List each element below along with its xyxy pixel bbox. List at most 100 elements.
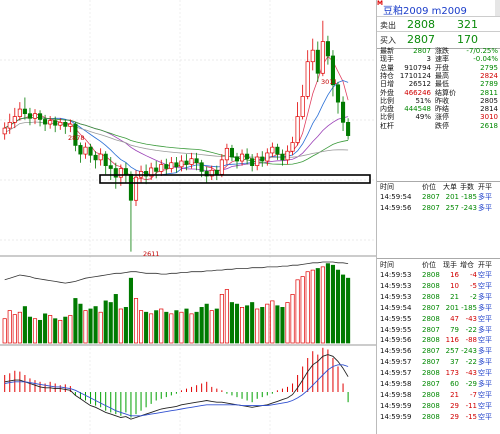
candle-body[interactable]	[32, 113, 38, 119]
candle-body[interactable]	[128, 173, 134, 201]
candle-body[interactable]	[149, 167, 154, 177]
candle-body[interactable]	[22, 108, 27, 115]
table-row[interactable]: 14:59:58 2808 21 -7 空平	[377, 391, 500, 401]
candle-body[interactable]	[199, 162, 204, 172]
candle-body[interactable]	[43, 119, 48, 125]
candle-body[interactable]	[63, 121, 68, 127]
column-header[interactable]: 手数	[460, 183, 474, 191]
table-row[interactable]: 14:59:54 2807 201 -185 多平	[377, 193, 500, 203]
candle-body[interactable]	[123, 168, 128, 175]
candle-body[interactable]	[154, 167, 159, 172]
candle-body[interactable]	[240, 153, 245, 162]
table-row[interactable]: 14:59:55 2807 79 -22 多平	[377, 326, 500, 336]
candle-body[interactable]	[260, 156, 265, 162]
candle-body[interactable]	[68, 123, 73, 127]
candle-body[interactable]	[159, 164, 164, 172]
table-row[interactable]: 14:59:53 2808 16 -4 空平	[377, 271, 500, 281]
candle-body[interactable]	[280, 153, 285, 161]
candle-body[interactable]	[17, 108, 22, 117]
candle-body[interactable]	[184, 160, 189, 165]
sell-row[interactable]: 卖出 2808 321	[377, 16, 500, 33]
table-row[interactable]: 14:59:56 2807 257 -243 多平	[377, 204, 500, 214]
candle-body[interactable]	[330, 55, 336, 86]
table-row[interactable]: 14:59:53 2808 21 -2 多平	[377, 293, 500, 303]
candle-body[interactable]	[174, 162, 179, 168]
candle-body[interactable]	[12, 116, 17, 123]
candle-body[interactable]	[300, 96, 305, 117]
candle-body[interactable]	[250, 158, 255, 166]
candle-body[interactable]	[341, 101, 346, 123]
candle-body[interactable]	[255, 156, 260, 166]
column-header[interactable]: 价位	[422, 183, 436, 191]
candle-body[interactable]	[275, 146, 280, 155]
candle-body[interactable]	[315, 49, 320, 74]
candle-body[interactable]	[335, 84, 341, 103]
candle-body[interactable]	[58, 121, 63, 126]
candle-body[interactable]	[169, 162, 174, 169]
candle-body[interactable]	[133, 176, 139, 201]
candle-body[interactable]	[78, 145, 83, 155]
candle-body[interactable]	[73, 123, 78, 146]
candle-body[interactable]	[224, 147, 229, 161]
table-row[interactable]: 14:59:59 2808 29 -15 空平	[377, 413, 500, 423]
candle-body[interactable]	[27, 113, 33, 119]
volume-bar	[22, 306, 27, 344]
table-row[interactable]: 14:59:58 2807 60 -29 多平	[377, 380, 500, 390]
candle-body[interactable]	[234, 156, 240, 162]
candle-body[interactable]	[310, 49, 315, 63]
table-row[interactable]: 14:59:56 2807 257 -243 多平	[377, 347, 500, 357]
table-row[interactable]: 14:59:55 2808 47 -43 空平	[377, 315, 500, 325]
instrument-title[interactable]: 豆粕2009 m2009	[383, 6, 467, 17]
column-header[interactable]: 开平	[478, 261, 492, 269]
candle-body[interactable]	[219, 159, 224, 175]
candle-body[interactable]	[118, 168, 123, 178]
candle-body[interactable]	[164, 164, 169, 169]
candle-body[interactable]	[270, 146, 275, 154]
candle-body[interactable]	[209, 169, 214, 177]
candle-body[interactable]	[88, 146, 93, 156]
candle-body[interactable]	[98, 153, 103, 161]
table-row[interactable]: 14:59:57 2808 173 -43 空平	[377, 369, 500, 379]
candle-body[interactable]	[290, 142, 295, 152]
candle-body[interactable]	[320, 41, 325, 74]
candle-body[interactable]	[245, 153, 250, 160]
column-header[interactable]: 开平	[478, 183, 492, 191]
column-header[interactable]: 增仓	[460, 261, 474, 269]
column-header[interactable]: 现手	[443, 261, 457, 269]
candle-body[interactable]	[7, 121, 12, 129]
candle-body[interactable]	[346, 121, 351, 136]
candle-body[interactable]	[305, 61, 310, 97]
price-chart[interactable]: 3011 2878 2611	[0, 0, 376, 434]
candle-body[interactable]	[295, 116, 300, 143]
candle-body[interactable]	[113, 168, 118, 178]
candle-body[interactable]	[103, 153, 108, 166]
candle-body[interactable]	[229, 147, 235, 158]
candle-body[interactable]	[285, 150, 290, 161]
candle-body[interactable]	[189, 158, 194, 165]
candle-body[interactable]	[37, 113, 43, 120]
candle-body[interactable]	[265, 152, 270, 162]
column-header[interactable]: 价位	[422, 261, 436, 269]
candle-body[interactable]	[93, 154, 98, 161]
table-row[interactable]: 14:59:54 2807 201 -185 多平	[377, 304, 500, 314]
column-header[interactable]: 时间	[380, 183, 394, 191]
candle-body[interactable]	[204, 171, 209, 177]
candle-body[interactable]	[194, 158, 199, 164]
candle-body[interactable]	[144, 171, 149, 177]
candle-body[interactable]	[2, 127, 7, 135]
candle-body[interactable]	[48, 120, 53, 125]
table-row[interactable]: 14:59:57 2807 37 -22 多平	[377, 358, 500, 368]
table-row[interactable]: 14:59:59 2808 29 -11 空平	[377, 402, 500, 412]
column-header[interactable]: 大单	[443, 183, 457, 191]
buy-row[interactable]: 买入 2807 170	[377, 31, 500, 49]
candle-body[interactable]	[179, 160, 184, 168]
candle-body[interactable]	[325, 41, 330, 57]
candle-body[interactable]	[214, 169, 219, 175]
candle-body[interactable]	[108, 165, 113, 169]
column-header[interactable]: 时间	[380, 261, 394, 269]
candle-body[interactable]	[83, 146, 88, 155]
table-row[interactable]: 14:59:56 2808 116 -88 空平	[377, 336, 500, 346]
table-row[interactable]: 14:59:53 2808 10 -5 空平	[377, 282, 500, 292]
candle-body[interactable]	[53, 120, 58, 126]
header-scrollbar[interactable]	[495, 0, 500, 16]
